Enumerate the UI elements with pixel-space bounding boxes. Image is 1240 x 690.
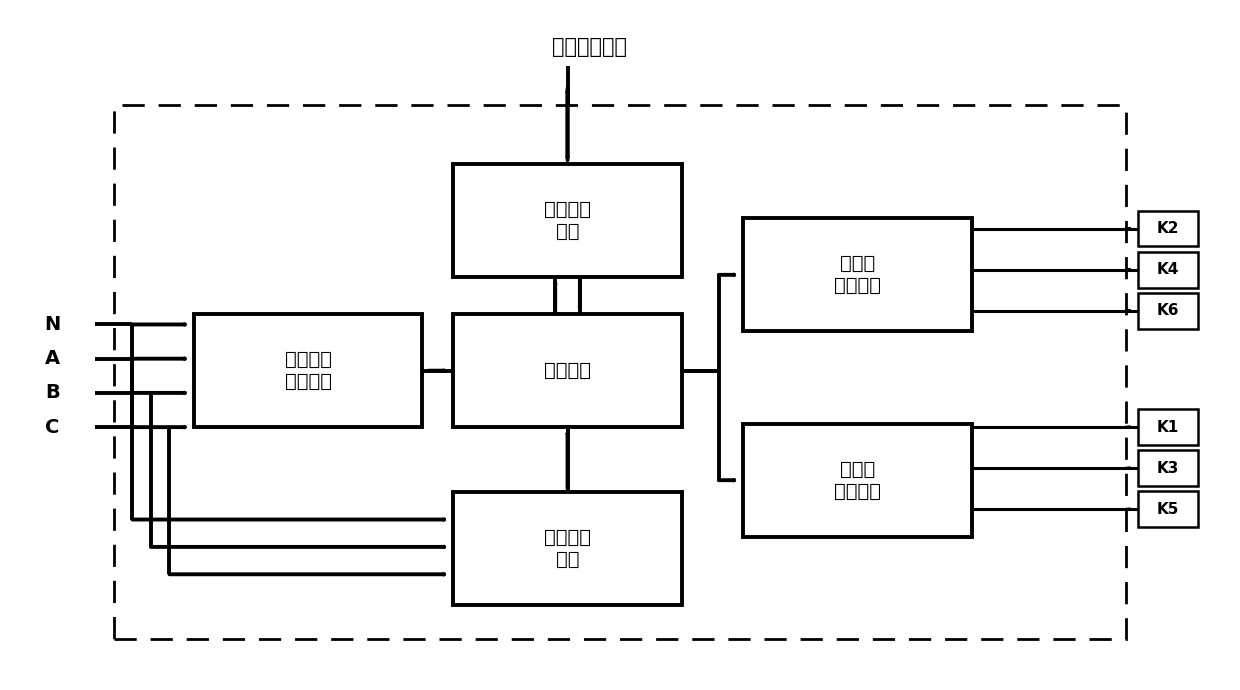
Text: K1: K1 (1157, 420, 1179, 435)
Text: 供电电源
模块: 供电电源 模块 (544, 528, 591, 569)
Text: K6: K6 (1157, 304, 1179, 318)
Text: K5: K5 (1157, 502, 1179, 517)
Bar (195, 314, 423, 427)
Text: 远方网络控制: 远方网络控制 (552, 37, 626, 57)
Bar (1138, 252, 1198, 288)
Bar (454, 164, 682, 277)
Bar (454, 492, 682, 605)
Text: 载波通信
模块: 载波通信 模块 (544, 199, 591, 241)
Bar (744, 424, 972, 537)
Text: B: B (45, 384, 60, 402)
Text: K3: K3 (1157, 461, 1179, 475)
Bar (1138, 409, 1198, 445)
Bar (1138, 293, 1198, 328)
Text: C: C (45, 417, 60, 437)
Text: N: N (45, 315, 61, 334)
Bar (1138, 451, 1198, 486)
Text: K2: K2 (1157, 221, 1179, 236)
Text: 继电器
驱动模块: 继电器 驱动模块 (835, 255, 882, 295)
Text: 接触器
驱动模块: 接触器 驱动模块 (835, 460, 882, 501)
Text: A: A (45, 349, 60, 368)
Text: 微处理器: 微处理器 (544, 361, 591, 380)
Bar (1138, 211, 1198, 246)
Bar (454, 314, 682, 427)
Text: 信号取样
调理模块: 信号取样 调理模块 (285, 350, 332, 391)
Text: K4: K4 (1157, 262, 1179, 277)
Bar (1138, 491, 1198, 527)
Bar (744, 218, 972, 331)
